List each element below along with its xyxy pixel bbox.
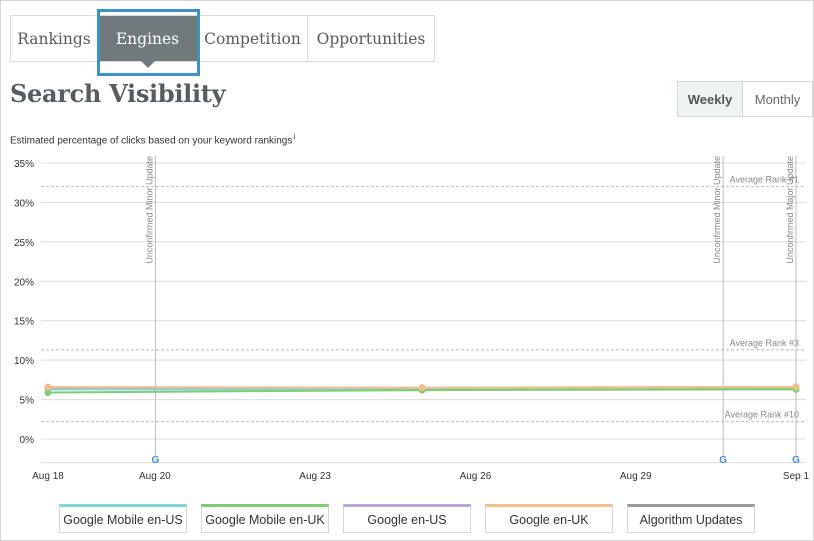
google-update-icon: G: [152, 455, 160, 466]
y-tick-label: 25%: [14, 238, 34, 249]
x-tick-label: Aug 20: [139, 471, 171, 482]
reference-line-label: Average Rank #3: [730, 338, 799, 348]
y-tick-label: 0%: [20, 435, 35, 446]
reference-line-label: Average Rank #1: [730, 175, 799, 185]
legend-algorithm-updates[interactable]: Algorithm Updates: [627, 504, 755, 533]
y-tick-label: 10%: [14, 356, 34, 367]
y-tick-label: 20%: [14, 277, 34, 288]
legend-google-mobile-en-us[interactable]: Google Mobile en-US: [59, 504, 187, 533]
visibility-chart: 0% 5% 10% 15% 20% 25% 30% 35% Average Rank #1 Ave…: [14, 156, 810, 482]
x-tick-label: Sep 1: [783, 471, 810, 482]
legend-google-en-us[interactable]: Google en-US: [343, 504, 471, 533]
chart-subtitle: Estimated percentage of clicks based on …: [10, 132, 295, 146]
series-point: [792, 383, 800, 391]
page-title: Search Visibility: [10, 79, 226, 108]
info-icon[interactable]: i: [293, 132, 296, 141]
chart-subtitle-text: Estimated percentage of clicks based on …: [10, 135, 293, 147]
series-point: [418, 384, 426, 392]
y-tick-label: 15%: [14, 317, 34, 328]
annotation-label: Unconfirmed Minor Update: [144, 156, 154, 264]
google-update-icon: G: [792, 455, 800, 466]
annotation-label: Unconfirmed Minor Update: [712, 156, 722, 264]
series-point: [44, 383, 52, 391]
x-tick-label: Aug 23: [299, 471, 331, 482]
x-tick-label: Aug 26: [460, 471, 492, 482]
tab-bar: Rankings Engines Competition Opportuniti…: [10, 15, 435, 68]
tab-competition[interactable]: Competition: [198, 15, 308, 62]
google-update-icon: G: [719, 455, 727, 466]
x-tick-label: Aug 18: [32, 471, 64, 482]
legend-google-en-uk[interactable]: Google en-UK: [485, 504, 613, 533]
period-toggle: Weekly Monthly: [677, 81, 813, 117]
legend-google-mobile-en-uk[interactable]: Google Mobile en-UK: [201, 504, 329, 533]
tab-engines[interactable]: Engines: [98, 15, 198, 68]
chart-legend: Google Mobile en-US Google Mobile en-UK …: [59, 504, 769, 533]
annotation-label: Unconfirmed Major Update: [785, 156, 795, 264]
tab-opportunities[interactable]: Opportunities: [308, 15, 435, 62]
reference-line-label: Average Rank #10: [725, 410, 799, 420]
tab-rankings[interactable]: Rankings: [10, 15, 98, 62]
y-tick-label: 35%: [14, 159, 34, 170]
x-tick-label: Aug 29: [620, 471, 652, 482]
weekly-button[interactable]: Weekly: [677, 81, 743, 117]
monthly-button[interactable]: Monthly: [743, 81, 813, 117]
y-tick-label: 5%: [20, 396, 35, 407]
y-tick-label: 30%: [14, 198, 34, 209]
